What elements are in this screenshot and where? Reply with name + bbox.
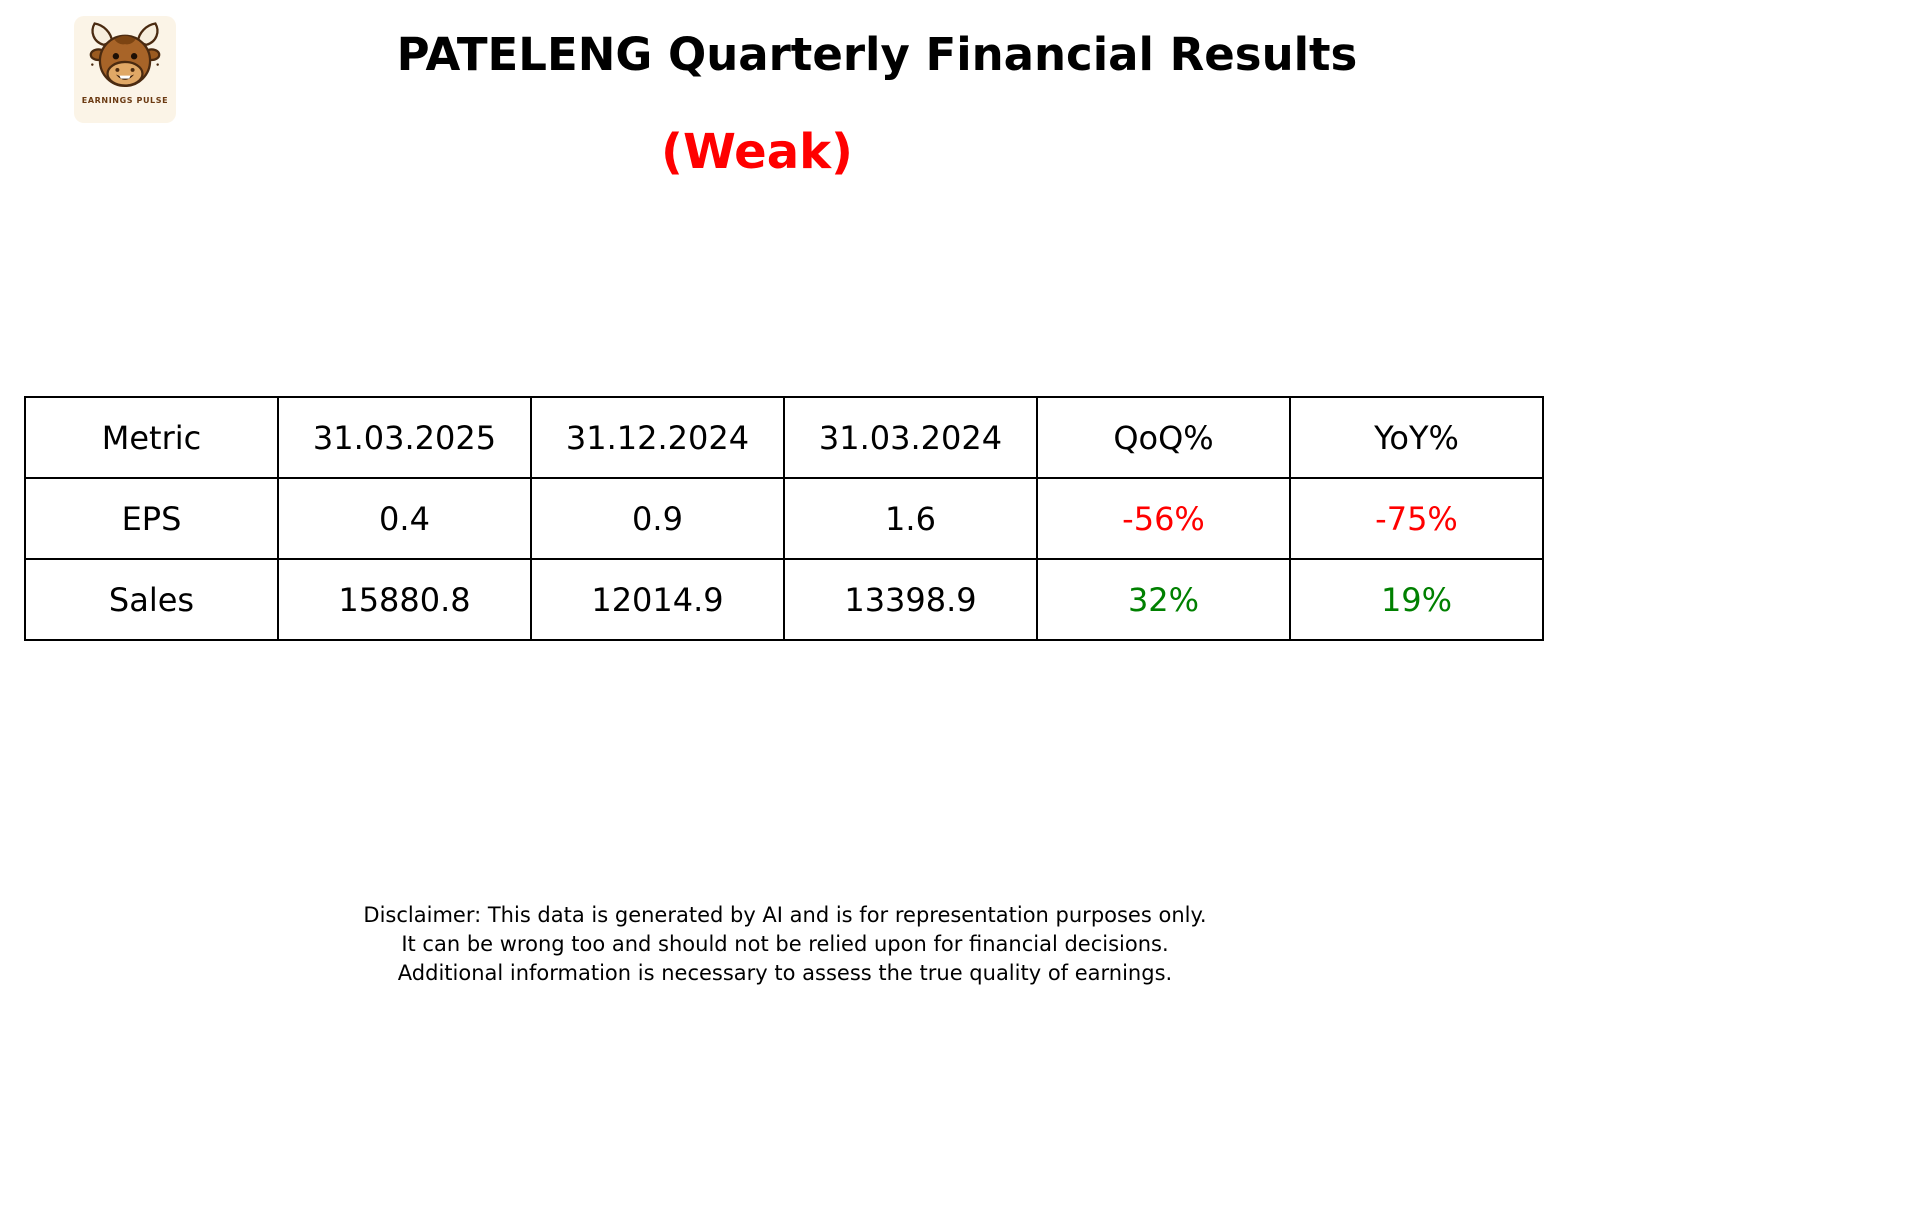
disclaimer-line-1: Disclaimer: This data is generated by AI… [363,903,1207,927]
earnings-pulse-logo: EARNINGS PULSE [74,16,176,123]
verdict-label: (Weak) [661,124,853,180]
cell-eps-31-03-2025: 0.4 [277,477,532,560]
table-row-sales: Sales 15880.8 12014.9 13398.9 32% 19% [24,558,1544,641]
column-header-31-03-2024: 31.03.2024 [783,396,1038,479]
cell-eps-31-12-2024: 0.9 [530,477,785,560]
cell-eps-qoq: -56% [1036,477,1291,560]
cell-sales-qoq: 32% [1036,558,1291,641]
disclaimer-line-3: Additional information is necessary to a… [397,961,1173,985]
bull-icon [89,22,161,88]
cell-sales-31-03-2024: 13398.9 [783,558,1038,641]
cell-sales-metric: Sales [24,558,279,641]
logo-brand-text: EARNINGS PULSE [81,96,169,105]
column-header-31-03-2025: 31.03.2025 [277,396,532,479]
table-header-row: Metric 31.03.2025 31.12.2024 31.03.2024 … [24,396,1544,479]
table-row-eps: EPS 0.4 0.9 1.6 -56% -75% [24,477,1544,560]
cell-eps-yoy: -75% [1289,477,1544,560]
column-header-yoy: YoY% [1289,396,1544,479]
cell-sales-31-12-2024: 12014.9 [530,558,785,641]
disclaimer: Disclaimer: This data is generated by AI… [0,901,1570,988]
cell-eps-metric: EPS [24,477,279,560]
cell-sales-yoy: 19% [1289,558,1544,641]
column-header-31-12-2024: 31.12.2024 [530,396,785,479]
cell-eps-31-03-2024: 1.6 [783,477,1038,560]
column-header-metric: Metric [24,396,279,479]
cell-sales-31-03-2025: 15880.8 [277,558,532,641]
financial-results-table: Metric 31.03.2025 31.12.2024 31.03.2024 … [24,396,1544,641]
column-header-qoq: QoQ% [1036,396,1291,479]
disclaimer-line-2: It can be wrong too and should not be re… [401,932,1169,956]
page-title: PATELENG Quarterly Financial Results [396,28,1358,81]
